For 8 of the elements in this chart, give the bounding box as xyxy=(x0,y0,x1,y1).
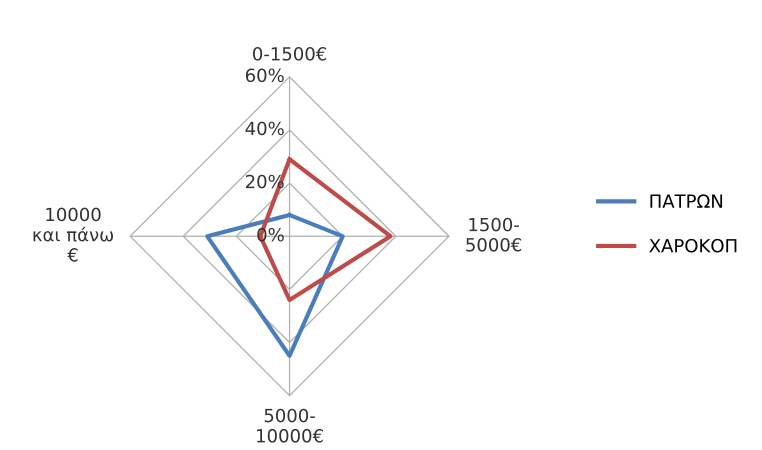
legend-label: ΧΑΡΟΚΟΠ xyxy=(649,238,736,253)
y-tick-label: 60% xyxy=(246,68,284,82)
spoke-label: 10000 και πάνω € xyxy=(34,208,114,262)
spoke-label: 5000- 10000€ xyxy=(257,408,323,443)
y-tick-label: 40% xyxy=(246,122,284,136)
legend-label: ΠΑΤΡΩΝ xyxy=(650,194,722,208)
spoke-label: 1500- 5000€ xyxy=(466,218,522,252)
spoke-label: 0-1500€ xyxy=(253,46,326,61)
